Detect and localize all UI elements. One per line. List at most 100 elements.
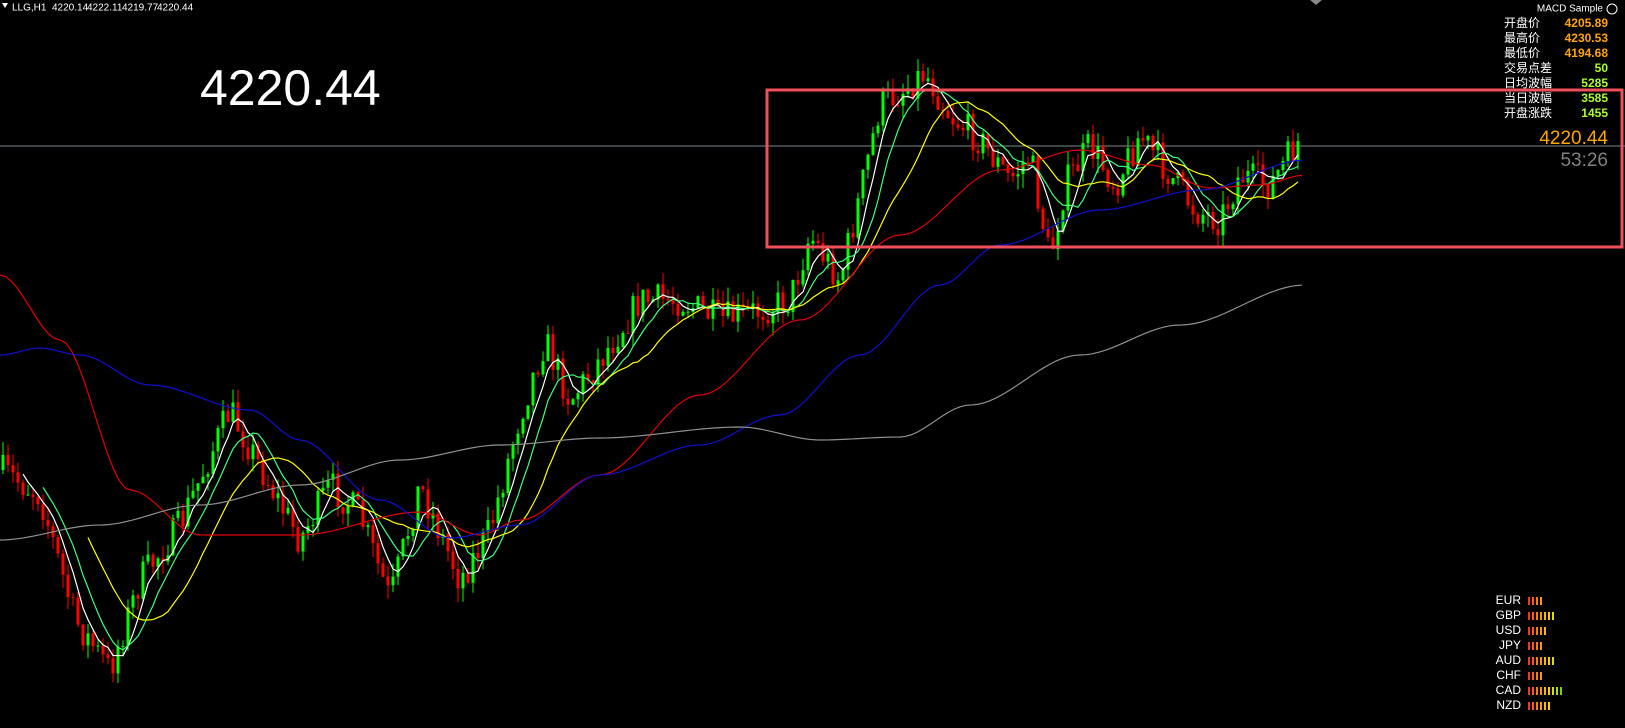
strength-cell [1532, 687, 1534, 695]
candle-body [611, 348, 615, 353]
expert-icon[interactable] [1606, 3, 1618, 15]
candle-body [1116, 188, 1120, 196]
candle-body [46, 520, 50, 527]
candle-body [726, 301, 730, 316]
candle-body [761, 316, 765, 320]
candle-body [396, 556, 400, 577]
candle-body [36, 496, 40, 505]
candle-body [216, 428, 220, 452]
menu-arrow[interactable] [2, 3, 8, 8]
strength-cell [1532, 657, 1534, 665]
candle-body [421, 486, 425, 490]
strength-cell [1552, 687, 1554, 695]
candle-body [96, 645, 100, 647]
candle-body [881, 90, 885, 126]
panel-value: 4205.89 [1565, 16, 1609, 30]
candle-body [1296, 141, 1300, 161]
candle-body [1111, 187, 1115, 189]
candle-body [991, 148, 995, 167]
strength-bars [1528, 687, 1562, 695]
candle-body [716, 299, 720, 304]
candle-body [961, 127, 965, 131]
candle-body [971, 113, 975, 151]
currency-name: CHF [1496, 668, 1521, 682]
candle-body [811, 240, 815, 244]
strength-bars [1528, 642, 1542, 650]
panel-value: 4194.68 [1565, 46, 1609, 60]
candle-body [746, 305, 750, 307]
strength-cell [1536, 702, 1538, 710]
candle-body [341, 507, 345, 514]
currency-name: JPY [1499, 638, 1521, 652]
candle-body [1276, 170, 1280, 176]
candle-body [956, 124, 960, 128]
bar-timer: 53:26 [1560, 150, 1608, 171]
candle-body [581, 374, 585, 394]
candle-body [566, 398, 570, 405]
strength-cell [1540, 657, 1542, 665]
strength-cell [1532, 612, 1534, 620]
candle-body [921, 71, 925, 82]
candle-body [471, 552, 475, 583]
candle-body [181, 510, 185, 527]
candle-body [506, 458, 510, 493]
candle-body [606, 348, 610, 366]
candle-body [721, 303, 725, 316]
strength-cell [1528, 627, 1530, 635]
candle-body [876, 125, 880, 134]
candle-body [981, 133, 985, 154]
candle-body [196, 483, 200, 491]
candle-body [416, 486, 420, 529]
strength-cell [1528, 597, 1530, 605]
candle-body [1031, 155, 1035, 163]
candle-body [176, 510, 180, 518]
candle-body [1081, 143, 1085, 172]
plot [0, 59, 1303, 683]
candle-body [401, 538, 405, 557]
candle-body [1071, 164, 1075, 166]
candle-body [671, 300, 675, 304]
candle-body [11, 465, 15, 473]
candle-body [601, 359, 605, 366]
strength-cell [1552, 612, 1554, 620]
strength-cell [1540, 627, 1542, 635]
candle-body [1211, 212, 1215, 230]
strength-bars [1528, 612, 1554, 620]
strength-cell [1544, 612, 1546, 620]
candle-body [1256, 163, 1260, 165]
candle-body [331, 473, 335, 480]
candle-body [771, 312, 775, 324]
candle-body [66, 574, 70, 597]
panel-label: 当日波幅 [1504, 90, 1552, 105]
candle-body [796, 279, 800, 285]
candle-body [91, 633, 95, 647]
candle-body [311, 524, 315, 527]
candle-body [1156, 142, 1160, 151]
candle-body [136, 595, 140, 599]
candle-body [1216, 229, 1220, 236]
candle-body [191, 490, 195, 498]
candle-body [681, 311, 685, 316]
candle-body [101, 645, 105, 655]
panel-label: 最低价 [1504, 46, 1540, 60]
candle-body [1136, 138, 1140, 166]
candle-body [1076, 164, 1080, 172]
candle-body [1026, 162, 1030, 164]
candle-body [1191, 205, 1195, 215]
range-box [765, 88, 1624, 249]
currency-name: CAD [1496, 683, 1522, 697]
candle-body [1146, 135, 1150, 141]
candle-body [281, 493, 285, 514]
strength-cell [1560, 687, 1562, 695]
candle-body [1131, 148, 1135, 166]
strength-cell [1536, 627, 1538, 635]
candle-body [851, 233, 855, 238]
candle-body [106, 654, 110, 659]
candle-body [1171, 178, 1175, 184]
candle-body [1201, 214, 1205, 224]
symbol: LLG,H1 [12, 3, 47, 14]
candle-body [711, 299, 715, 319]
candle-body [131, 595, 135, 608]
candle-body [31, 494, 35, 497]
